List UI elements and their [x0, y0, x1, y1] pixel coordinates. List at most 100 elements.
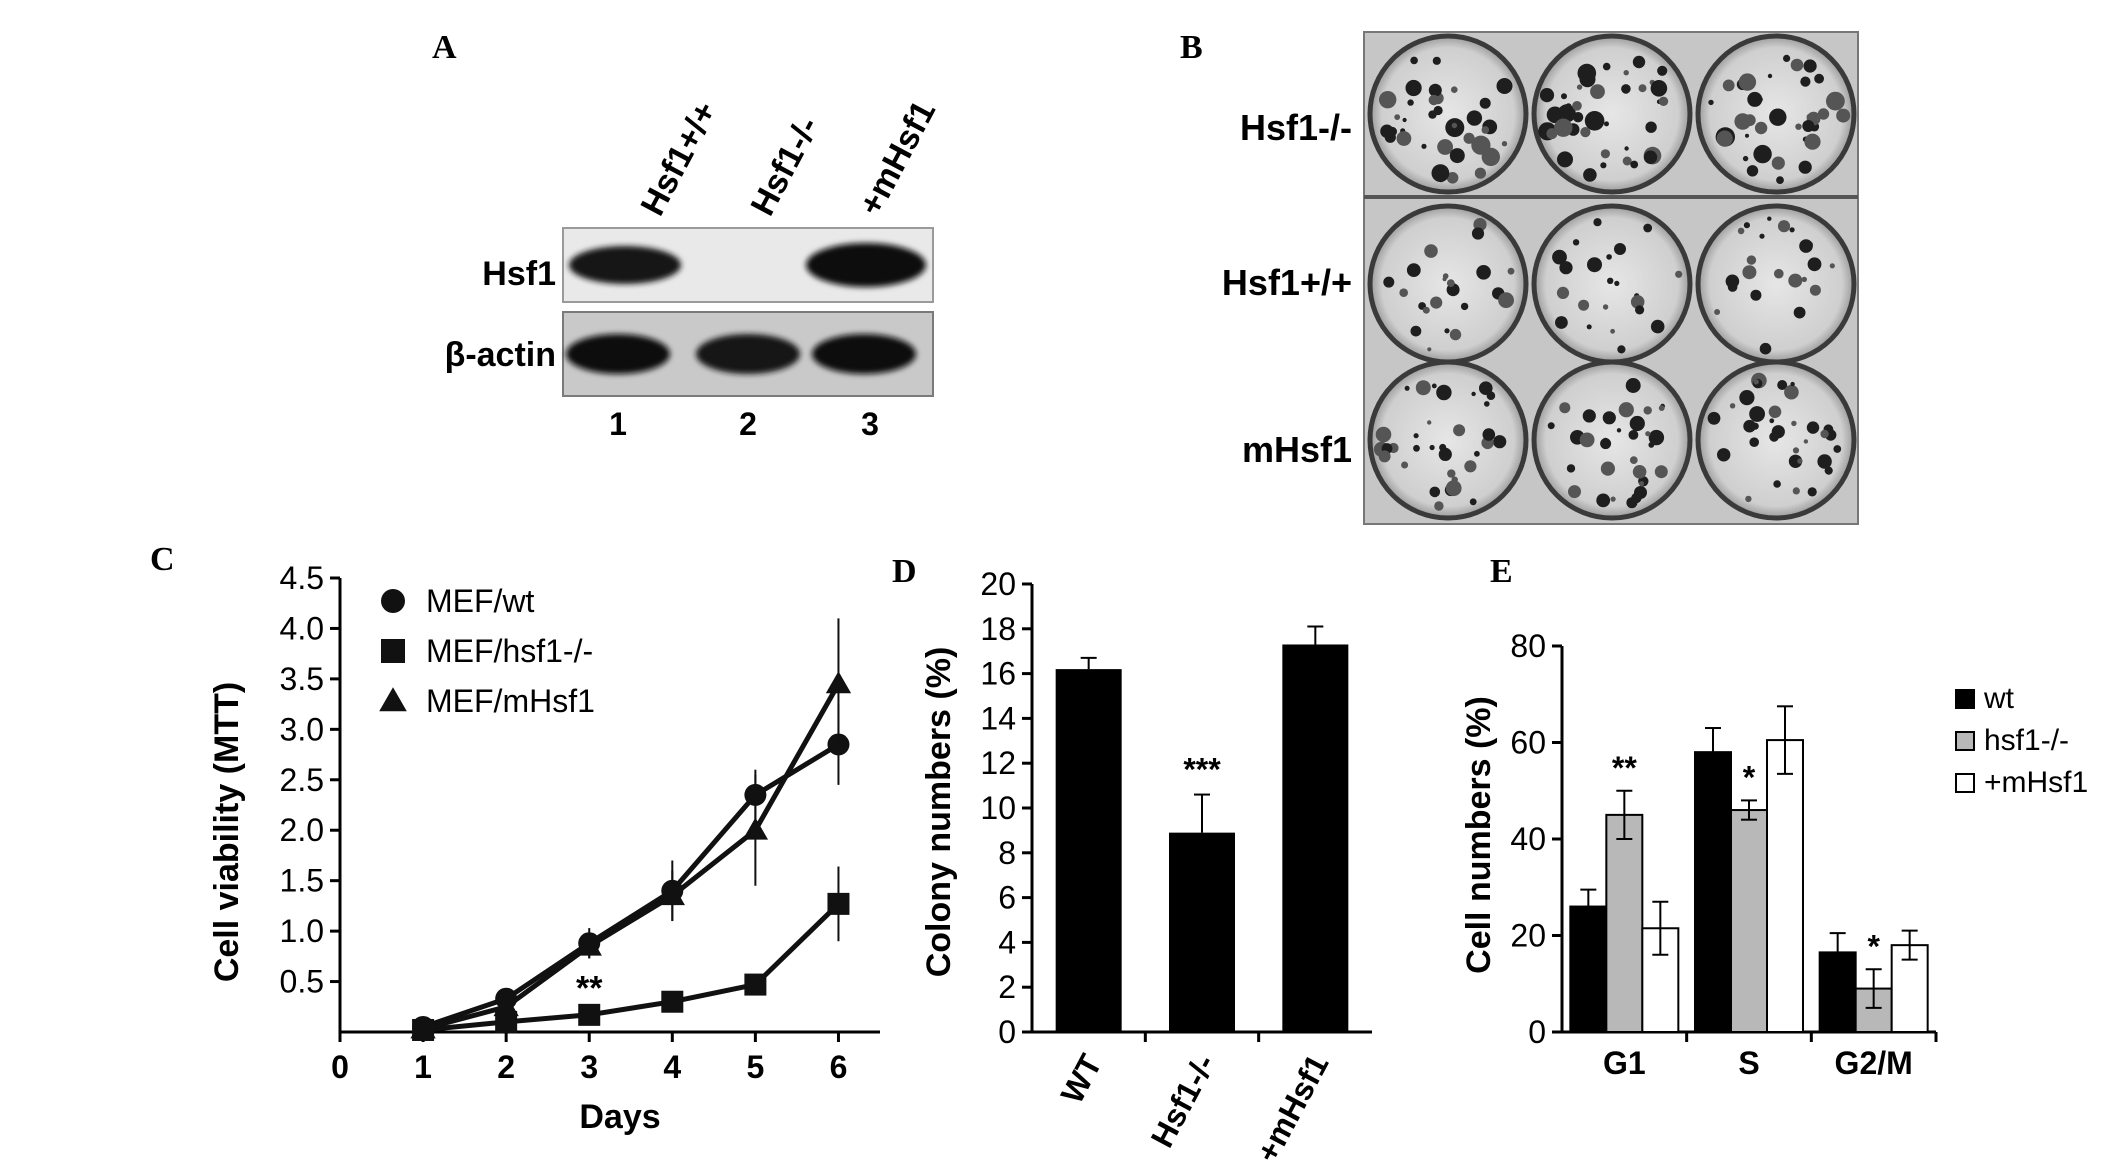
colony-dot [1437, 139, 1453, 155]
colony-dot [1493, 435, 1507, 449]
chart-c-point-2-3 [578, 1003, 601, 1026]
colony-dot [1790, 58, 1804, 72]
colony-dot [1431, 383, 1437, 389]
chart-e-y-tick-label: 60 [1510, 725, 1546, 761]
colony-dot [1769, 418, 1775, 424]
chart-c-point-2-4 [661, 990, 684, 1013]
colony-dot [1648, 442, 1655, 448]
colony-dot [1606, 254, 1612, 260]
chart-c-y-tick-label: 1.0 [280, 913, 324, 949]
chart-d-y-tick-label: 10 [980, 790, 1016, 826]
panel-a: A Hsf1+/+ Hsf1-/- +mHsf1 Hsf1 β-actin 1 … [432, 29, 943, 442]
chart-c-legend-marker-1 [381, 589, 405, 613]
colony-dot [1496, 78, 1513, 94]
colony-dot [1743, 222, 1750, 229]
legend-item-mef-hsf1-ko: MEF/hsf1-/- [426, 633, 593, 669]
colony-dot [1566, 464, 1576, 473]
colony-dot [1453, 424, 1466, 437]
colony-dot [1798, 160, 1812, 174]
colony-dot [1643, 406, 1652, 415]
colony-dot [1814, 73, 1824, 84]
colony-dot [1654, 465, 1668, 479]
chart-c-series-1 [412, 704, 850, 1038]
colony-dot [1783, 54, 1791, 63]
panel-d: D Colony numbers (%) 0 2 4 6 8 10 12 14 16 18 20 W… [892, 553, 1372, 1168]
colony-dot [1716, 130, 1733, 147]
colony-dot [1806, 421, 1820, 434]
chart-d-y-tick-label: 12 [980, 745, 1016, 781]
chart-c-y-tick-label: 3.5 [280, 661, 324, 697]
colony-dot [1580, 127, 1591, 138]
colony-dot [1555, 316, 1568, 329]
colony-dot [1479, 97, 1491, 109]
legend-item-hsf1-ko: hsf1-/- [1984, 724, 2069, 757]
colony-dot [1626, 497, 1638, 509]
colony-dot [1625, 378, 1641, 393]
chart-c-series-line-2 [422, 902, 841, 1033]
chart-c-point-3-2 [493, 994, 519, 1017]
chart-c-legend: MEF/wt MEF/hsf1-/- MEF/mHsf1 [379, 583, 595, 719]
plate-row-label-mhsf1: mHsf1 [1242, 429, 1352, 470]
colony-dot [1474, 167, 1486, 179]
colony-dot [1587, 257, 1602, 273]
colony-dot [1632, 465, 1647, 479]
blot-band-hsf1-lane1 [569, 246, 681, 284]
colony-dot [1768, 405, 1782, 419]
chart-c-y-tick-label: 4.5 [280, 560, 324, 596]
colony-dot [1820, 429, 1829, 439]
colony-dot [1474, 450, 1480, 457]
well-rim [1531, 359, 1693, 521]
chart-c-ylabel: Cell viability (MTT) [208, 682, 246, 982]
colony-dot [1638, 84, 1647, 93]
colony-dot [1624, 146, 1629, 151]
chart-d-y-tick-label: 14 [980, 700, 1016, 736]
colony-dot [1614, 280, 1620, 286]
colony-dot [1643, 150, 1658, 164]
colony-dot [1600, 162, 1607, 169]
legend-swatch-hsf1-ko [1955, 731, 1975, 751]
colony-dot [1727, 282, 1738, 292]
chart-d-y-tick-label: 8 [998, 835, 1016, 871]
chart-c-y-tick-label: 4.0 [280, 610, 324, 646]
chart-d-y-tick-label: 16 [980, 656, 1016, 692]
colony-dot [1602, 62, 1611, 71]
chart-c-axes: 0 1 2 3 4 5 6 0.5 1.0 1.5 2.0 2.5 3.0 3.5 4.0 4.5 [280, 560, 880, 1085]
colony-dot [1645, 121, 1657, 133]
colony-dot [1767, 216, 1772, 221]
well-rim [1695, 203, 1857, 365]
colony-dot [1773, 480, 1781, 488]
well-rim [1367, 359, 1529, 521]
colony-dot [1754, 121, 1768, 135]
colony-dot [1428, 110, 1437, 119]
colony-dot [1547, 422, 1555, 430]
colony-dot [1751, 422, 1759, 430]
chart-c-y-tick-label: 2.5 [280, 762, 324, 798]
chart-c-significance: ** [576, 970, 603, 1008]
chart-c-x-tick-label: 2 [497, 1049, 515, 1085]
chart-c-x-tick-label: 0 [331, 1049, 349, 1085]
chart-c-point-3-6 [825, 671, 852, 694]
colony-dot [1557, 104, 1576, 123]
colony-dot [1737, 227, 1745, 235]
colony-dot [1446, 279, 1455, 287]
colony-dot [1708, 99, 1714, 106]
colony-dot [1714, 309, 1721, 315]
colony-dot [1790, 381, 1795, 387]
colony-dot [1471, 227, 1485, 240]
lane-number-2: 2 [739, 406, 757, 442]
colony-dot [1405, 79, 1422, 97]
colony-dot [1817, 108, 1830, 120]
colony-dot [1833, 445, 1842, 453]
panel-b: B Hsf1-/- Hsf1+/+ mHsf1 [1180, 29, 1859, 525]
colony-dot [1777, 220, 1791, 233]
colony-dot [1584, 111, 1605, 131]
colony-dot [1826, 91, 1845, 111]
colony-dot [1463, 132, 1475, 144]
colony-dot [1607, 277, 1614, 284]
colony-dot [1586, 324, 1592, 330]
colony-dot [1604, 121, 1609, 127]
colony-dot [1745, 495, 1752, 503]
colony-dot [1428, 83, 1442, 97]
chart-d-y-tick-label: 20 [980, 566, 1016, 602]
legend-swatch-mhsf1 [1955, 773, 1975, 793]
